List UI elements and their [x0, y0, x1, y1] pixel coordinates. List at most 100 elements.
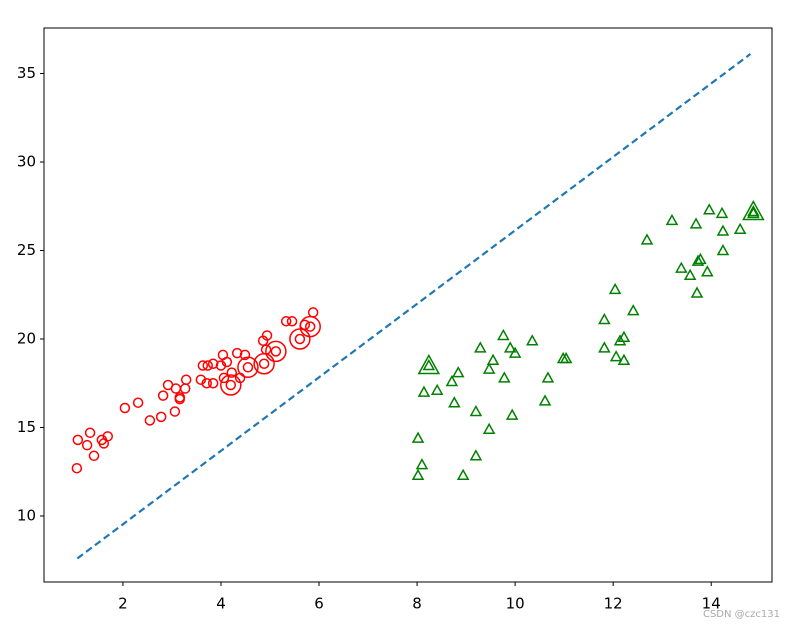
- support-vector: [253, 353, 275, 375]
- point: [541, 371, 555, 383]
- point: [747, 205, 760, 217]
- point: [690, 286, 704, 298]
- point: [294, 333, 306, 345]
- point: [215, 360, 227, 371]
- point: [626, 304, 640, 316]
- point: [195, 374, 207, 385]
- x-tick-label: 6: [314, 595, 324, 613]
- point: [174, 393, 186, 405]
- point: [683, 268, 697, 281]
- point: [430, 383, 444, 396]
- support-vector: [742, 200, 765, 221]
- point: [411, 431, 425, 443]
- point: [689, 217, 703, 229]
- y-tick-label: 35: [17, 64, 36, 82]
- y-tick-label: 15: [17, 418, 36, 436]
- point: [482, 362, 496, 374]
- x-tick-label: 2: [118, 595, 128, 613]
- support-vector: [299, 315, 321, 338]
- point: [179, 383, 191, 394]
- point: [169, 406, 181, 417]
- point: [157, 390, 169, 401]
- decision-line: [76, 53, 752, 560]
- point: [280, 316, 292, 327]
- point: [155, 411, 167, 423]
- support-vector: [220, 374, 242, 396]
- point: [598, 341, 611, 353]
- point: [170, 383, 182, 394]
- point: [242, 362, 254, 373]
- point: [448, 396, 461, 408]
- point: [486, 353, 500, 365]
- point: [498, 371, 511, 383]
- point: [701, 265, 714, 277]
- x-tick-label: 8: [412, 595, 422, 613]
- support-vector: [417, 353, 441, 375]
- point: [598, 312, 611, 325]
- point: [526, 334, 539, 346]
- point: [505, 408, 519, 420]
- x-tick-label: 14: [702, 595, 721, 613]
- point: [747, 206, 760, 219]
- point: [231, 347, 243, 359]
- point: [694, 252, 707, 265]
- point: [102, 431, 113, 442]
- point: [445, 374, 459, 387]
- point: [180, 374, 192, 385]
- point: [197, 360, 209, 371]
- point: [559, 351, 573, 364]
- point: [451, 366, 465, 378]
- x-tick-label: 4: [216, 595, 226, 613]
- x-tick-label: 10: [506, 595, 525, 613]
- point: [81, 439, 93, 451]
- point: [482, 422, 496, 435]
- plot-frame: [43, 27, 773, 583]
- point: [286, 316, 298, 327]
- point: [202, 360, 213, 371]
- point: [675, 261, 688, 273]
- point: [617, 330, 631, 342]
- support-vector: [265, 340, 287, 363]
- y-tick-label: 30: [17, 152, 36, 170]
- point: [609, 350, 623, 362]
- point: [715, 206, 729, 219]
- support-vector: [237, 356, 259, 379]
- point: [469, 449, 483, 461]
- point: [221, 356, 233, 368]
- point: [119, 402, 131, 414]
- point: [640, 233, 654, 245]
- point: [411, 468, 425, 481]
- point: [456, 468, 470, 481]
- point: [270, 346, 282, 357]
- point: [716, 224, 730, 236]
- point: [304, 321, 316, 332]
- point: [201, 377, 213, 389]
- point: [71, 462, 83, 474]
- point: [226, 367, 238, 378]
- point: [469, 405, 483, 417]
- point: [508, 346, 522, 358]
- watermark: CSDN @czc131: [703, 609, 780, 620]
- point: [503, 341, 517, 353]
- point: [613, 334, 627, 346]
- point: [72, 434, 84, 446]
- point: [702, 203, 716, 215]
- point: [617, 353, 631, 365]
- y-tick-label: 10: [17, 506, 36, 524]
- y-tick-label: 25: [17, 241, 36, 259]
- point: [144, 415, 156, 426]
- point: [307, 307, 319, 318]
- point: [84, 427, 96, 439]
- y-tick-label: 20: [17, 329, 36, 347]
- support-vector: [289, 328, 311, 350]
- point: [239, 349, 251, 361]
- point: [474, 341, 487, 353]
- point: [207, 377, 219, 389]
- point: [88, 450, 100, 462]
- point: [716, 243, 730, 256]
- point: [132, 397, 144, 408]
- x-tick-label: 12: [604, 595, 623, 613]
- point: [218, 372, 230, 384]
